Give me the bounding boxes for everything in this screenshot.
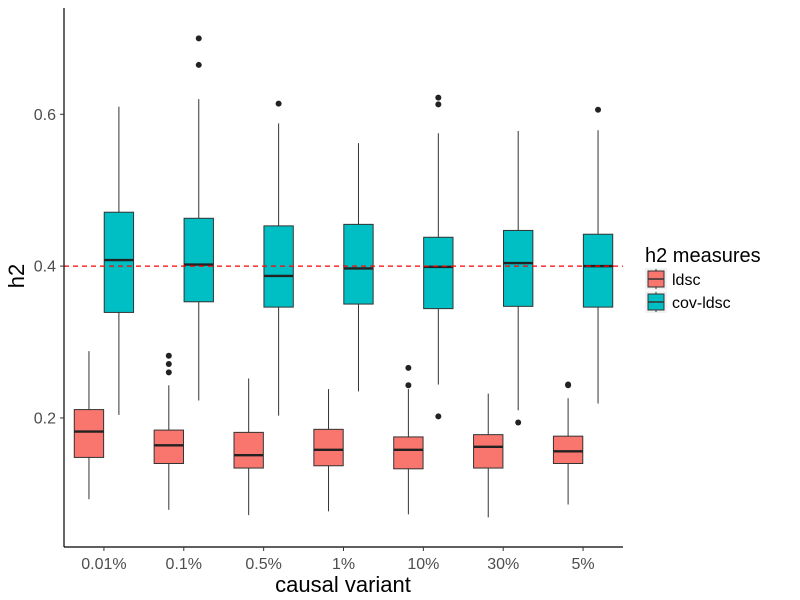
box-body	[393, 436, 424, 470]
outlier-point	[275, 100, 282, 107]
box-body	[153, 429, 184, 464]
y-tick-label: 0.4	[34, 259, 56, 276]
box-body	[313, 428, 344, 467]
plot-area	[64, 35, 623, 518]
x-tick-label: 30%	[487, 556, 519, 573]
box-body	[263, 225, 294, 308]
outlier-point	[565, 381, 572, 388]
box-cov-ldsc-0	[103, 106, 135, 415]
legend-item-cov-ldsc: cov-ldsc	[645, 291, 731, 313]
outlier-point	[165, 369, 172, 376]
x-tick-label: 10%	[407, 556, 439, 573]
outlier-point	[435, 94, 442, 101]
box-cov-ldsc-5	[503, 130, 534, 426]
outlier-point	[405, 364, 412, 371]
box-cov-ldsc-3	[343, 143, 374, 392]
box-ldsc-1	[153, 352, 184, 510]
outlier-point	[515, 419, 522, 426]
box-body	[343, 223, 374, 305]
outlier-point	[435, 101, 442, 108]
x-tick-label: 0.1%	[166, 556, 202, 573]
legend-title: h2 measures	[645, 245, 761, 267]
series-ldsc	[73, 351, 584, 518]
box-cov-ldsc-1	[183, 35, 214, 401]
legend-item-ldsc: ldsc	[645, 268, 700, 290]
box-ldsc-0	[73, 351, 105, 500]
y-axis: 0.2 0.4 0.6	[34, 8, 65, 547]
box-body	[73, 409, 105, 458]
box-body	[183, 217, 214, 303]
outlier-point	[165, 352, 172, 359]
box-ldsc-2	[233, 378, 264, 516]
box-ldsc-4	[393, 364, 424, 515]
box-ldsc-3	[313, 389, 344, 512]
box-body	[552, 435, 584, 464]
x-tick-label: 5%	[572, 556, 595, 573]
outlier-point	[435, 413, 442, 420]
outlier-point	[405, 382, 412, 389]
box-body	[233, 431, 264, 469]
legend-label-cov-ldsc: cov-ldsc	[672, 295, 731, 312]
box-body	[103, 211, 135, 313]
x-axis: 0.01% 0.1% 0.5% 1% 10% 30% 5%	[64, 546, 623, 573]
x-tick-label: 1%	[332, 556, 355, 573]
box-body	[582, 233, 614, 308]
outlier-point	[165, 361, 172, 368]
y-axis-title: h2	[4, 264, 29, 288]
x-axis-title: causal variant	[275, 572, 411, 597]
box-body	[503, 229, 534, 307]
outlier-point	[595, 106, 602, 113]
box-cov-ldsc-6	[582, 106, 614, 404]
y-tick-label: 0.2	[34, 410, 56, 427]
box-ldsc-5	[473, 393, 504, 518]
box-cov-ldsc-2	[263, 100, 294, 416]
outlier-point	[195, 61, 202, 68]
x-tick-label: 0.5%	[245, 556, 281, 573]
legend: h2 measures ldsc cov-ldsc	[645, 245, 761, 313]
legend-label-ldsc: ldsc	[672, 272, 700, 289]
box-body	[473, 434, 504, 469]
box-ldsc-6	[552, 381, 584, 505]
outlier-point	[195, 35, 202, 42]
x-tick-label: 0.01%	[81, 556, 126, 573]
series-cov-ldsc	[103, 35, 614, 426]
y-tick-label: 0.6	[34, 107, 56, 124]
box-cov-ldsc-4	[423, 94, 454, 420]
box-body	[423, 236, 454, 310]
